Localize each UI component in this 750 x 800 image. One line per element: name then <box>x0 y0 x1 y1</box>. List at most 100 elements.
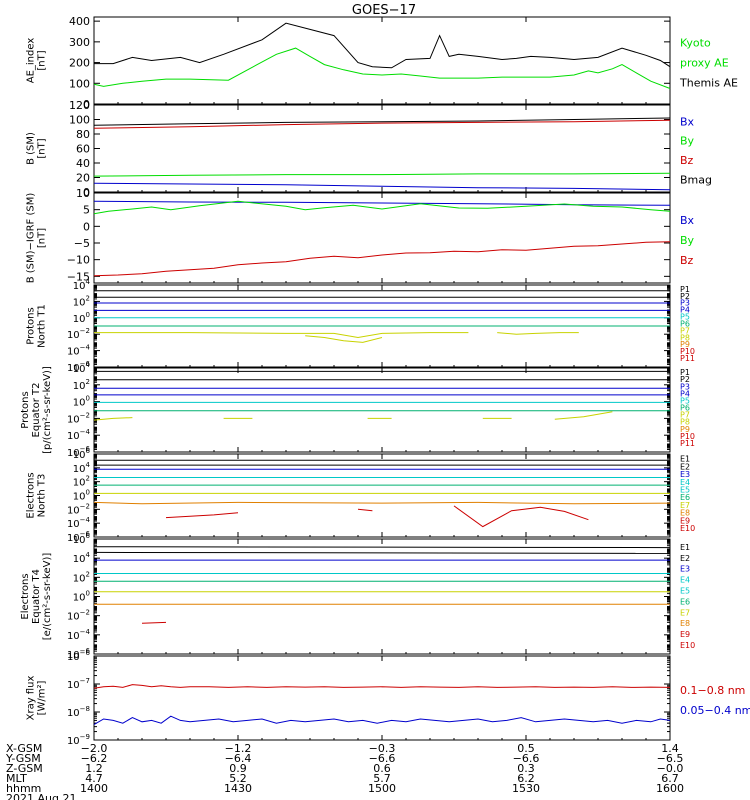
series-line-e1 <box>93 546 671 549</box>
legend-entry: E2 <box>680 554 690 563</box>
y-tick-exponent: 0 <box>86 489 90 497</box>
series-line-bz <box>93 119 671 129</box>
y-tick-exponent: −6 <box>80 647 91 655</box>
y-axis-label-line: [nT] <box>37 50 48 70</box>
y-tick-exponent: −4 <box>80 428 91 436</box>
y-tick-exponent: −4 <box>80 516 91 524</box>
series-line-e7 <box>93 501 671 505</box>
y-tick-base: 10 <box>67 533 80 544</box>
x-axis-value: 0.3 <box>517 762 535 775</box>
y-tick-exponent: −6 <box>80 649 91 657</box>
x-axis-value: −1.2 <box>225 742 252 755</box>
y-tick-base: 10 <box>67 519 80 530</box>
legend-entry: E8 <box>680 619 690 628</box>
y-tick-label: 0 <box>83 220 90 233</box>
y-tick-exponent: 0 <box>86 590 90 598</box>
legend-entry: E10 <box>680 524 695 533</box>
y-tick-exponent: 6 <box>86 447 91 455</box>
series-line-bmag <box>93 117 671 126</box>
y-tick-exponent: −2 <box>80 609 90 617</box>
y-tick-label: 10−2 <box>67 327 90 341</box>
legend-entry: P1 <box>680 368 690 377</box>
x-axis-value: −6.4 <box>225 752 252 765</box>
y-tick-exponent: −7 <box>80 677 90 685</box>
y-tick-base: 10 <box>73 314 86 325</box>
y-tick-exponent: −2 <box>80 411 90 419</box>
legend-entry: P10 <box>680 432 695 441</box>
legend-entry: P2 <box>680 292 690 301</box>
legend-entry: E1 <box>680 455 690 464</box>
y-tick-exponent: −6 <box>80 360 91 368</box>
y-tick-exponent: 2 <box>86 570 90 578</box>
y-axis-label-line: Equator T2 <box>31 383 42 438</box>
y-axis-label: ElectronsNorth T3 <box>26 472 48 518</box>
y-tick-base: 10 <box>67 631 80 642</box>
y-tick-base: 10 <box>67 363 80 374</box>
series-line-p1b <box>170 366 200 369</box>
series-line-p8 <box>305 335 383 343</box>
x-axis-row-label: Y-GSM <box>5 752 41 765</box>
y-axis-label: ProtonsNorth T1 <box>26 304 48 348</box>
y-tick-label: 300 <box>69 36 90 49</box>
y-tick-label: 102 <box>73 378 90 392</box>
panel-3: 10 5 0 −5 −10 −15 B (SM)−IGRF (SM)[nT] Bx By Bz <box>26 187 695 284</box>
y-tick-exponent: −9 <box>80 733 90 741</box>
series-line-e8b <box>357 508 373 512</box>
y-tick-exponent: 4 <box>86 361 91 369</box>
legend-entry: By <box>680 135 695 148</box>
y-tick-base: 10 <box>73 364 86 375</box>
y-tick-label: 104 <box>73 278 91 292</box>
x-axis-value: 1.4 <box>661 742 679 755</box>
x-axis-row-label: X-GSM <box>6 742 42 755</box>
y-tick-base: 10 <box>73 492 86 503</box>
legend-entry: 0.05−0.4 nm <box>680 704 750 717</box>
y-tick-exponent: 4 <box>86 278 91 286</box>
y-axis-label-line: B (SM) <box>26 132 37 165</box>
x-axis-value: 4.7 <box>85 772 103 785</box>
x-axis-date: 2021 Aug 21 <box>6 792 76 800</box>
legend-entry: P1 <box>680 285 690 294</box>
y-tick-exponent: −6 <box>80 530 91 538</box>
x-axis-value: 1400 <box>80 782 108 795</box>
y-tick-base: 10 <box>67 414 80 425</box>
x-axis-value: 5.7 <box>373 772 391 785</box>
legend-entry: E5 <box>680 486 690 495</box>
y-tick-label: −5 <box>74 237 90 250</box>
y-tick-label: 400 <box>69 15 90 28</box>
legend-entry: P5 <box>680 313 690 322</box>
series-line-e2 <box>93 551 671 554</box>
y-tick-label: 106 <box>73 447 91 461</box>
y-axis-label-line: Electrons <box>20 573 31 619</box>
y-tick-base: 10 <box>73 554 86 565</box>
x-axis-value: 1430 <box>224 782 252 795</box>
series-line-e8c <box>453 505 589 528</box>
x-axis-value: 0.6 <box>373 762 391 775</box>
series-line-0-05-0-4-nm <box>93 715 671 726</box>
legend-entry: P8 <box>680 418 690 427</box>
series-line-p7e <box>554 411 613 420</box>
y-tick-label: 10−2 <box>67 411 90 425</box>
legend-entry: P6 <box>680 404 690 413</box>
series-line-kyoto-proxy-ae <box>93 47 671 89</box>
y-axis-label-line: Equator T4 <box>31 569 42 624</box>
panel-frame <box>93 104 671 193</box>
legend-entry: P3 <box>680 382 690 391</box>
legend-entry: E3 <box>680 470 690 479</box>
y-axis-label-line: Electrons <box>26 472 37 518</box>
y-tick-label: 80 <box>76 128 90 141</box>
y-tick-label: 20 <box>76 172 90 185</box>
x-axis-value: −6.2 <box>81 752 108 765</box>
series-line-e8 <box>165 512 239 519</box>
legend-entry: E4 <box>680 576 690 585</box>
y-tick-label: −15 <box>67 270 90 283</box>
y-tick-label: 120 <box>69 99 90 112</box>
y-tick-label: 102 <box>73 570 90 584</box>
y-tick-label: 104 <box>73 551 91 565</box>
y-tick-base: 10 <box>67 680 80 691</box>
y-tick-base: 10 <box>67 330 80 341</box>
y-axis-label: B (SM)−IGRF (SM)[nT] <box>26 193 48 284</box>
y-axis-label-line: [p/(cm²-s-sr-keV)] <box>42 366 53 454</box>
